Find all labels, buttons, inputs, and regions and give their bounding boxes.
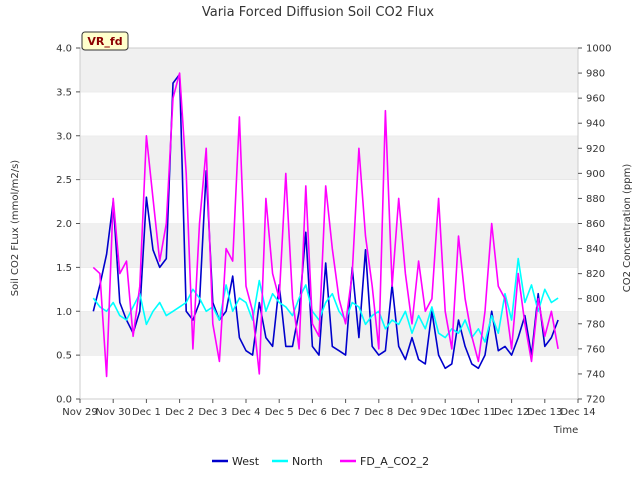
badge: VR_fd (81, 31, 129, 51)
y2-tick-label: 720 (586, 395, 605, 406)
x-tick-label: Dec 4 (232, 407, 261, 418)
y2-tick-label: 920 (586, 144, 605, 155)
y-tick-label: 0.0 (56, 395, 72, 406)
x-tick-label: Dec 6 (298, 407, 327, 418)
x-tick-label: Dec 3 (198, 407, 227, 418)
y2-tick-label: 800 (586, 294, 605, 305)
y2-tick-label: 740 (586, 369, 605, 380)
y-axis-right: 720 740 760 780 800 820 840 860 880 900 920 940 960 9… (578, 44, 611, 406)
x-tick-label: Dec 2 (165, 407, 194, 418)
chart-title: Varia Forced Diffusion Soil CO2 Flux (202, 5, 435, 20)
y2-tick-label: 960 (586, 94, 605, 105)
y-tick-label: 4.0 (56, 44, 72, 55)
y2-tick-label: 1000 (586, 44, 611, 55)
x-tick-label: Dec 7 (331, 407, 360, 418)
y2-tick-label: 760 (586, 344, 605, 355)
y2-tick-label: 900 (586, 169, 605, 180)
x-tick-label: Dec 1 (132, 407, 161, 418)
x-tick-label: Nov 29 (62, 407, 97, 418)
x-tick-label: Dec 9 (398, 407, 427, 418)
y2-tick-label: 980 (586, 69, 605, 80)
legend-label: North (292, 455, 323, 468)
y2-axis-label: CO2 Concentration (ppm) (622, 164, 633, 293)
badge-box (81, 31, 129, 51)
y2-tick-label: 780 (586, 319, 605, 330)
y2-tick-label: 820 (586, 269, 605, 280)
legend: West North FD_A_CO2_2 (212, 455, 429, 468)
x-tick-label: Dec 10 (428, 407, 463, 418)
y-axis-left: 0.0 0.5 1.0 1.5 2.0 2.5 3.0 3.5 4.0 (56, 44, 80, 406)
y2-tick-label: 880 (586, 194, 605, 205)
y-tick-label: 3.5 (56, 87, 72, 98)
y2-tick-label: 840 (586, 244, 605, 255)
series-layer (92, 72, 559, 378)
x-tick-label: Dec 5 (265, 407, 294, 418)
x-tick-label: Dec 11 (461, 407, 496, 418)
badge-label: VR_fd (87, 35, 122, 48)
x-tick-label: Dec 14 (560, 407, 595, 418)
y-tick-label: 0.5 (56, 351, 72, 362)
y-axis-label: Soil CO2 FLux (mmol/m2/s) (10, 160, 21, 297)
legend-label: FD_A_CO2_2 (360, 455, 429, 468)
y-tick-label: 3.0 (56, 131, 72, 142)
background-band (80, 48, 578, 92)
background-band (80, 223, 578, 268)
background-band (80, 355, 578, 399)
background-band (80, 91, 578, 136)
y-tick-label: 2.0 (56, 219, 72, 230)
x-tick-label: Dec 8 (364, 407, 393, 418)
y2-tick-label: 860 (586, 219, 605, 230)
x-axis-label: Time (553, 425, 578, 436)
series-line-fd-a-co2-2 (92, 72, 559, 378)
y-tick-label: 1.0 (56, 307, 72, 318)
series-line-north (92, 257, 559, 343)
background-band (80, 311, 578, 356)
y-tick-label: 1.5 (56, 263, 72, 274)
x-tick-label: Dec 12 (494, 407, 529, 418)
background-band (80, 135, 578, 180)
legend-label: West (232, 455, 260, 468)
y2-tick-label: 940 (586, 119, 605, 130)
x-tick-label: Dec 13 (527, 407, 562, 418)
y-tick-label: 2.5 (56, 175, 72, 186)
x-tick-label: Nov 30 (95, 407, 130, 418)
